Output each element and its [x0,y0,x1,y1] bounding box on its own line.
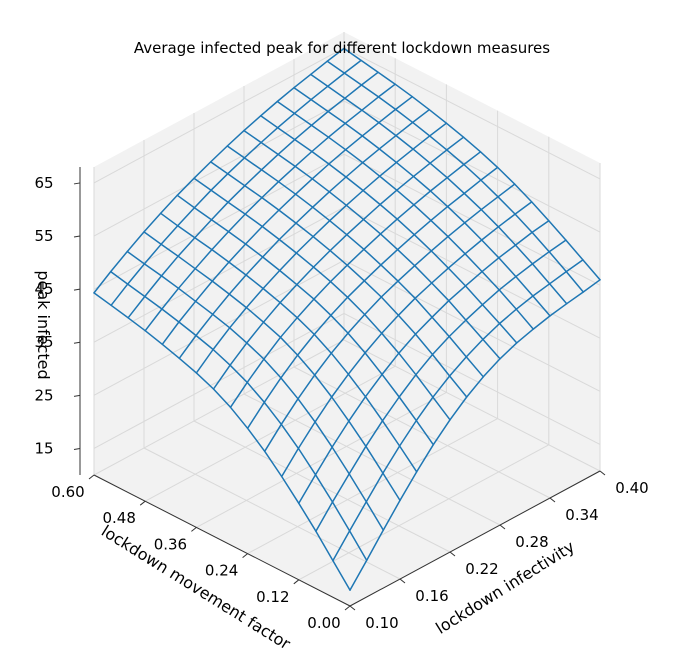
x-tick-label: 0.22 [465,560,498,578]
tick-labels: 0.10 0.16 0.22 0.28 0.34 0.40 0.00 0.12 0.24 0.36… [34,174,648,632]
x-tick-label: 0.34 [565,506,598,524]
z-tick-label: 55 [34,227,53,245]
surface-line-constant-x [243,129,501,360]
y-tick-mark [88,474,95,480]
z-tick-mark [73,394,81,397]
floor-gridline-y [93,339,345,476]
surface-line-constant-x [259,115,518,344]
surface-line-constant-x [193,177,451,421]
surface-line-constant-x [209,161,468,398]
axis-lines [73,167,606,611]
x-tick-label: 0.10 [365,614,398,632]
surface-line-constant-x [93,292,351,591]
surface-line-constant-y [315,239,567,532]
surface-line-constant-y [178,108,431,360]
surface-line-constant-y [161,95,414,346]
x-tick-label: 0.40 [615,479,648,497]
surface-line-constant-x [343,47,601,281]
x-tick-mark [399,578,406,584]
y-tick-label: 0.12 [256,588,289,606]
y-tick-label: 0.48 [102,509,135,527]
surface-line-constant-x [109,270,368,562]
z-tick-mark [73,182,81,185]
y-tick-label: 0.24 [205,562,238,580]
wall-gridline-z [93,47,345,184]
surface-line-constant-y [229,151,482,409]
floor-gridline-y [298,444,550,581]
wall-gridline-z [343,47,601,180]
floor-gridline-y [196,391,447,528]
wall-gridline-z [93,206,345,343]
y-tick-mark [242,553,248,558]
wall-gridline-z [343,313,601,445]
y-tick-mark [139,500,146,506]
surface-line-constant-x [159,212,418,473]
floor-gridline-y [247,418,498,555]
z-tick-mark [73,341,81,344]
surface-line-constant-y [263,183,516,453]
right-wall-pane [344,32,600,471]
surface-line-constant-y [195,122,448,374]
x-axis-line [349,470,601,607]
z-tick-label: 25 [34,386,53,404]
surface-line-constant-x [176,194,435,446]
surface-line-constant-y [280,201,533,478]
surface-line-constant-x [226,145,485,378]
surface-line-constant-y [332,259,584,562]
y-tick-label: 0.00 [307,614,340,632]
y-tick-mark [293,579,300,585]
surface-line-constant-y [298,219,550,505]
wall-gridline-z [93,153,345,290]
z-tick-label: 45 [34,280,53,298]
surface-line-constant-y [246,166,499,430]
surface-line-constant-y [127,71,379,319]
floor-gridline-y [144,365,396,502]
floor-gridline-x [293,366,551,499]
wall-gridline-z [93,259,345,396]
surface-line-constant-y [349,279,601,591]
surface-line-constant-x [326,60,585,293]
surface-line-constant-x [276,100,535,330]
chart-title: Average infected peak for different lock… [134,39,550,57]
x-tick-mark [599,470,606,476]
x-tick-mark [549,497,556,503]
surface-line-constant-x [143,231,401,502]
wall-gridline-z [343,259,601,392]
z-tick-mark [73,447,81,450]
x-tick-mark [499,524,506,530]
wall-gridline-z [343,153,601,286]
y-tick-mark [191,527,197,532]
x-tick-mark [349,605,356,611]
z-tick-label: 15 [34,439,53,457]
surface-line-constant-y [212,136,465,390]
surface-wireframe [93,47,601,591]
wall-gridline-z [343,100,601,233]
surface-line-constant-y [93,47,345,294]
left-wall-pane [94,32,344,475]
z-tick-label: 35 [34,333,53,351]
surface-line-constant-x [293,86,551,317]
x-tick-label: 0.16 [415,587,448,605]
surface-line-constant-x [126,250,385,531]
surface-line-constant-y [110,59,362,307]
x-axis-label: lockdown infectivity [432,537,578,638]
y-tick-label: 0.60 [51,483,84,501]
x-tick-mark [449,551,456,557]
floor-gridline-x [143,447,401,580]
y-tick-label: 0.36 [154,535,187,553]
z-tick-mark [73,235,81,238]
y-axis-line [93,474,351,607]
x-tick-label: 0.28 [515,533,548,551]
surface-line-constant-y [144,83,396,332]
z-tick-mark [73,288,81,291]
surface-line-constant-x [309,73,568,305]
z-tick-label: 65 [34,174,53,192]
floor-gridline-x [343,339,601,472]
z-axis-label: peak infected [34,270,53,379]
y-tick-mark [344,605,351,611]
